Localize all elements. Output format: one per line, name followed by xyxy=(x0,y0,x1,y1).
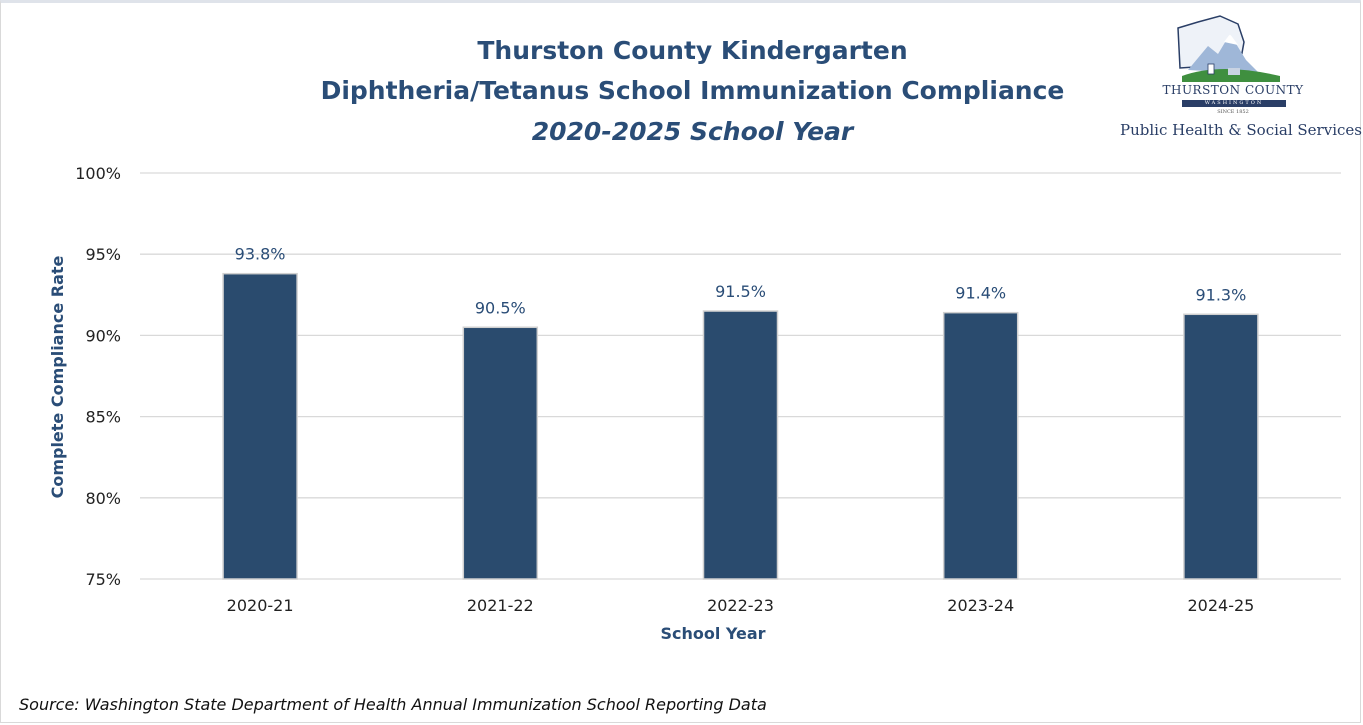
y-tick-label: 85% xyxy=(85,408,121,427)
thurston-county-logo: THURSTON COUNTY WASHINGTON SINCE 1852 Pu… xyxy=(1120,12,1362,146)
data-label: 91.5% xyxy=(715,282,766,301)
bar xyxy=(942,311,1019,580)
chart-title-line-2: Diphtheria/Tetanus School Immunization C… xyxy=(320,76,1065,105)
logo-since: SINCE 1852 xyxy=(1217,109,1249,115)
data-label: 91.3% xyxy=(1195,285,1246,304)
mountain-landscape-icon xyxy=(1177,15,1280,82)
chart-title-line-1: Thurston County Kindergarten xyxy=(477,36,908,65)
y-tick-label: 95% xyxy=(85,245,121,264)
x-tick-label: 2024-25 xyxy=(1187,596,1254,615)
y-tick-label: 75% xyxy=(85,570,121,589)
logo-department: Public Health & Social Services xyxy=(1120,121,1362,139)
x-axis-ticks: 2020-21 2021-22 2022-23 2023-24 2024-25 xyxy=(227,596,1255,615)
x-axis-title: School Year xyxy=(660,624,765,643)
chart-subtitle: 2020-2025 School Year xyxy=(531,117,854,146)
logo-county-name: THURSTON COUNTY xyxy=(1162,83,1304,97)
x-tick-label: 2021-22 xyxy=(467,596,534,615)
x-tick-label: 2020-21 xyxy=(227,596,294,615)
y-tick-label: 90% xyxy=(85,326,121,345)
data-label: 91.4% xyxy=(955,284,1006,303)
data-label: 90.5% xyxy=(475,298,526,317)
x-tick-label: 2022-23 xyxy=(707,596,774,615)
bars xyxy=(222,272,1259,580)
data-labels: 93.8% 90.5% 91.5% 91.4% 91.3% xyxy=(235,245,1247,318)
source-note: Source: Washington State Department of H… xyxy=(19,695,767,714)
y-tick-label: 80% xyxy=(85,489,121,508)
data-label: 93.8% xyxy=(235,245,286,264)
bar xyxy=(462,326,539,580)
bar xyxy=(702,310,779,580)
bar xyxy=(222,272,298,580)
logo-state-bar: WASHINGTON xyxy=(1182,100,1286,107)
y-axis-title: Complete Compliance Rate xyxy=(48,255,67,498)
y-tick-label: 100% xyxy=(75,164,121,183)
x-tick-label: 2023-24 xyxy=(947,596,1014,615)
bar xyxy=(1183,313,1259,580)
y-axis-ticks: 100% 95% 90% 85% 80% 75% xyxy=(75,164,121,589)
